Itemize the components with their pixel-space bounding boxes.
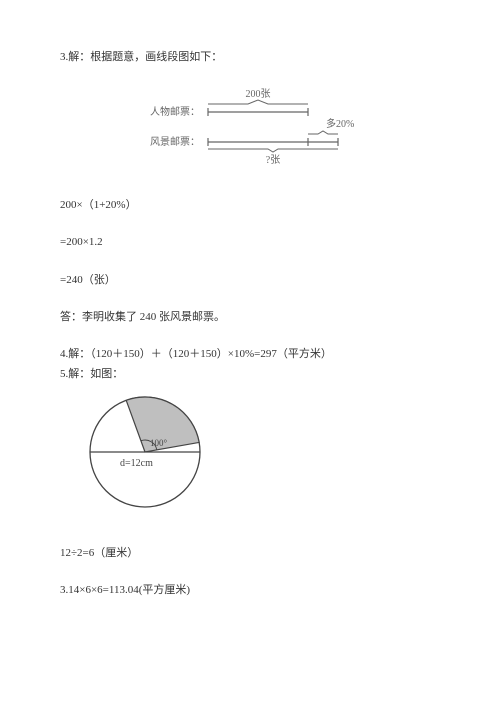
q3-answer: 答：李明收集了 240 张风景邮票。 <box>60 310 440 325</box>
q3-step2: =200×1.2 <box>60 235 440 250</box>
q5-header: 5.解：如图： <box>60 367 440 382</box>
extra-label: 多20% <box>326 117 354 130</box>
row1-label: 人物邮票： <box>150 105 200 118</box>
brace-line <box>208 100 308 104</box>
q3-step3: =240（张） <box>60 273 440 288</box>
q5-circle-diagram: 100° d=12cm <box>80 390 440 525</box>
row2-label: 风景邮票： <box>150 135 200 148</box>
q3-header: 3.解：根据题意，画线段图如下： <box>60 50 440 65</box>
document-page: 3.解：根据题意，画线段图如下： 200张 人物邮票： 多20% 风景邮票： <box>0 0 500 628</box>
q3-step1: 200×（1+20%） <box>60 198 440 213</box>
top-label: 200张 <box>246 88 271 100</box>
q4-line: 4.解：（120＋150）＋（120＋150）×10%=297（平方米） <box>60 347 440 362</box>
segment-svg: 200张 人物邮票： 多20% 风景邮票： ?张 <box>140 87 360 167</box>
bottom-label: ?张 <box>266 154 280 166</box>
q3-segment-diagram: 200张 人物邮票： 多20% 风景邮票： ?张 <box>140 87 360 172</box>
q5-step1: 12÷2=6（厘米） <box>60 546 440 561</box>
q5-step2: 3.14×6×6=113.04(平方厘米) <box>60 583 440 598</box>
angle-label: 100° <box>150 438 168 448</box>
circle-svg: 100° d=12cm <box>80 390 220 520</box>
diameter-label: d=12cm <box>120 458 153 469</box>
